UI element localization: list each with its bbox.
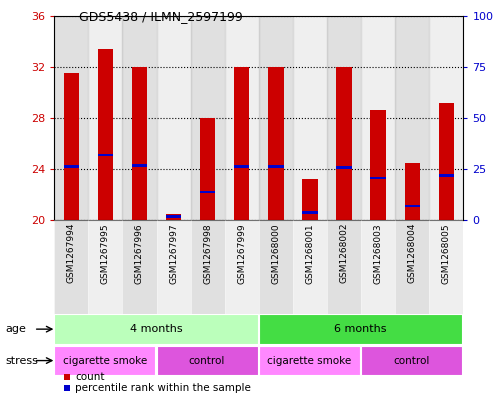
Bar: [327, 16, 361, 220]
Text: GSM1268002: GSM1268002: [340, 223, 349, 283]
Bar: [200, 191, 215, 193]
Text: GSM1267996: GSM1267996: [135, 223, 144, 283]
Bar: [54, 220, 88, 314]
Bar: [191, 220, 225, 314]
Bar: [54, 346, 155, 375]
Text: control: control: [189, 356, 225, 365]
Bar: [293, 16, 327, 220]
Bar: [54, 314, 258, 344]
Bar: [234, 67, 249, 220]
Bar: [302, 179, 317, 220]
Text: GSM1267997: GSM1267997: [169, 223, 178, 283]
Text: GSM1267998: GSM1267998: [203, 223, 212, 283]
Bar: [395, 220, 429, 314]
Bar: [225, 16, 259, 220]
Bar: [429, 220, 463, 314]
Bar: [327, 220, 361, 314]
Bar: [395, 16, 429, 220]
Text: GSM1267999: GSM1267999: [237, 223, 246, 283]
Text: GSM1268005: GSM1268005: [442, 223, 451, 283]
Text: GSM1268001: GSM1268001: [306, 223, 315, 283]
Bar: [336, 67, 352, 220]
Bar: [88, 16, 122, 220]
Bar: [191, 16, 225, 220]
Bar: [98, 49, 113, 220]
Text: control: control: [393, 356, 430, 365]
Bar: [64, 73, 79, 220]
Bar: [225, 220, 259, 314]
Text: GSM1267994: GSM1267994: [67, 223, 76, 283]
Text: percentile rank within the sample: percentile rank within the sample: [75, 383, 251, 393]
Text: GSM1268003: GSM1268003: [374, 223, 383, 283]
Text: age: age: [5, 324, 26, 334]
Bar: [361, 220, 395, 314]
Bar: [122, 16, 156, 220]
Bar: [200, 118, 215, 220]
Bar: [166, 215, 181, 218]
Bar: [429, 16, 463, 220]
Text: GSM1268000: GSM1268000: [271, 223, 281, 283]
Bar: [166, 214, 181, 220]
Bar: [302, 211, 317, 214]
Bar: [156, 220, 191, 314]
Bar: [439, 174, 454, 177]
Text: cigarette smoke: cigarette smoke: [267, 356, 352, 365]
Bar: [259, 220, 293, 314]
Text: 4 months: 4 months: [130, 324, 182, 334]
Bar: [439, 103, 454, 220]
Bar: [259, 16, 293, 220]
Bar: [268, 67, 283, 220]
Bar: [371, 176, 386, 179]
Text: GSM1268004: GSM1268004: [408, 223, 417, 283]
Bar: [54, 16, 88, 220]
Bar: [156, 16, 191, 220]
Bar: [88, 220, 122, 314]
Bar: [234, 165, 249, 168]
Bar: [132, 164, 147, 167]
Bar: [361, 346, 462, 375]
Bar: [98, 154, 113, 156]
Bar: [293, 220, 327, 314]
Bar: [336, 166, 352, 169]
Bar: [156, 346, 258, 375]
Text: stress: stress: [5, 356, 38, 365]
Bar: [405, 163, 420, 220]
Bar: [64, 165, 79, 168]
Text: cigarette smoke: cigarette smoke: [63, 356, 147, 365]
Bar: [268, 165, 283, 168]
Bar: [122, 220, 156, 314]
Bar: [371, 110, 386, 220]
Bar: [259, 346, 360, 375]
Text: GDS5438 / ILMN_2597199: GDS5438 / ILMN_2597199: [79, 10, 243, 23]
Bar: [259, 314, 462, 344]
Text: GSM1267995: GSM1267995: [101, 223, 110, 283]
Text: 6 months: 6 months: [334, 324, 387, 334]
Bar: [132, 67, 147, 220]
Text: count: count: [75, 372, 105, 382]
Bar: [405, 205, 420, 208]
Bar: [361, 16, 395, 220]
